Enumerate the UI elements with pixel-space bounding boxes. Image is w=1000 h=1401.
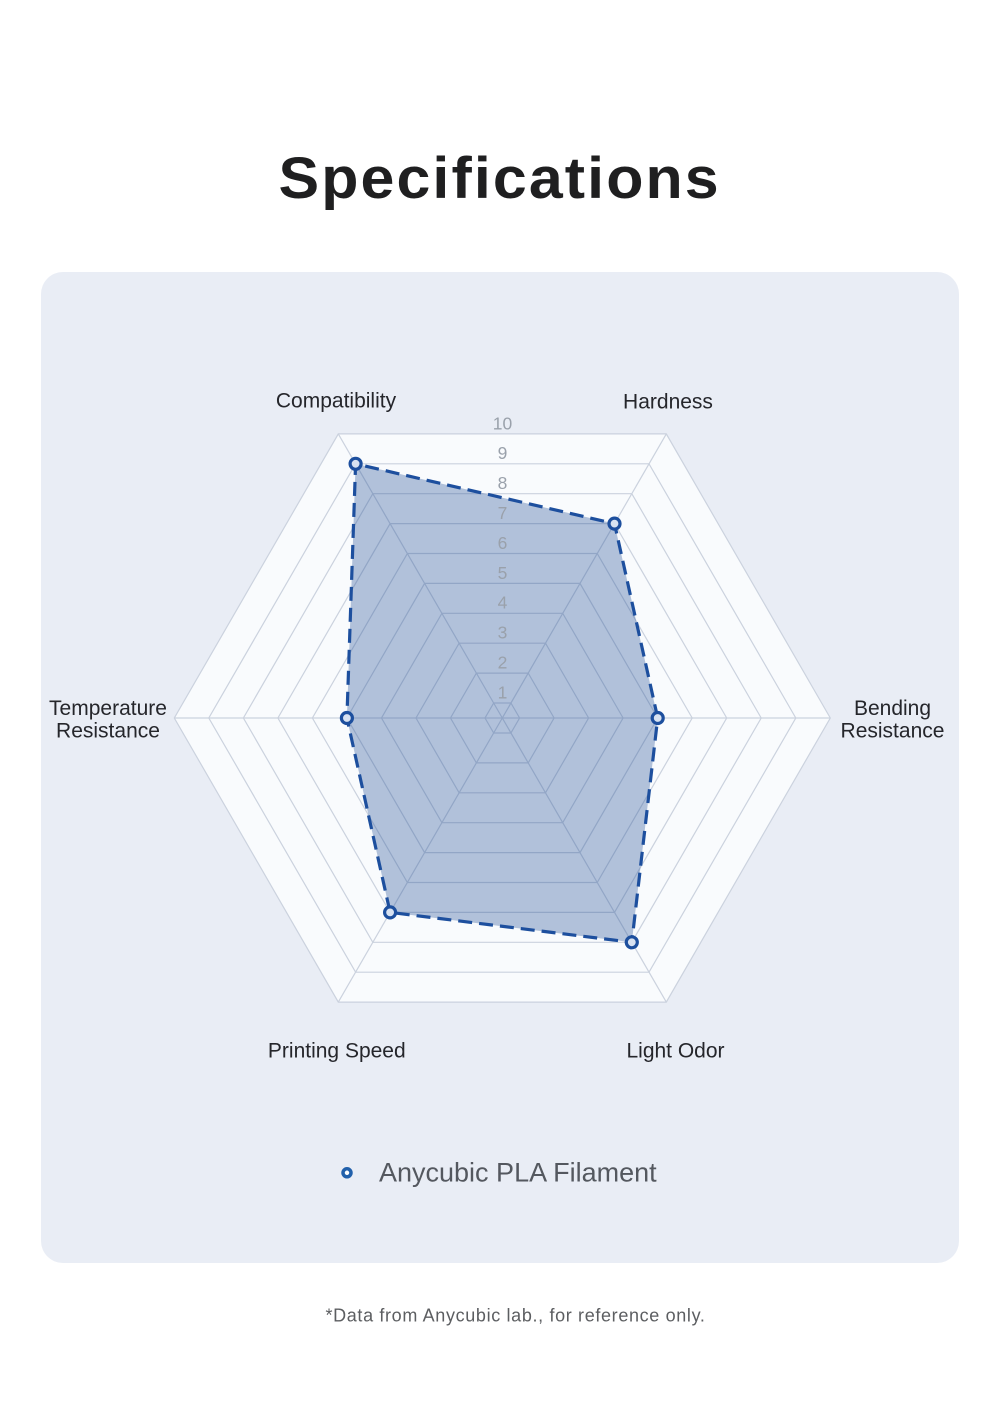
svg-text:10: 10 xyxy=(493,413,513,433)
svg-text:*Data from Anycubic lab., for: *Data from Anycubic lab., for reference … xyxy=(325,1306,705,1326)
svg-text:5: 5 xyxy=(498,563,508,583)
svg-text:8: 8 xyxy=(498,473,508,493)
svg-text:Bending: Bending xyxy=(854,697,931,720)
svg-text:Temperature: Temperature xyxy=(49,697,167,720)
svg-text:Resistance: Resistance xyxy=(56,719,160,742)
svg-text:Resistance: Resistance xyxy=(841,719,945,742)
svg-text:2: 2 xyxy=(498,653,508,673)
svg-text:9: 9 xyxy=(498,443,508,463)
svg-text:1: 1 xyxy=(498,682,508,702)
svg-text:Light Odor: Light Odor xyxy=(626,1040,724,1063)
svg-text:4: 4 xyxy=(498,593,508,613)
svg-text:Compatibility: Compatibility xyxy=(276,390,397,413)
svg-text:3: 3 xyxy=(498,623,508,643)
svg-text:7: 7 xyxy=(498,503,508,523)
svg-text:6: 6 xyxy=(498,533,508,553)
svg-text:Anycubic PLA Filament: Anycubic PLA Filament xyxy=(379,1158,657,1188)
svg-text:Printing Speed: Printing Speed xyxy=(268,1040,406,1063)
svg-text:Hardness: Hardness xyxy=(623,391,713,414)
